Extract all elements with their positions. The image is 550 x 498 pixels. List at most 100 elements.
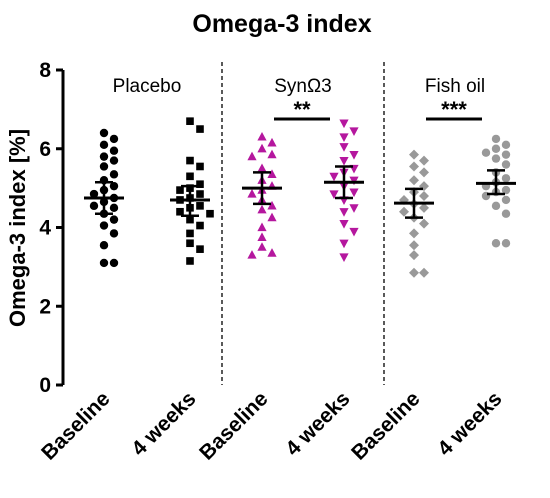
x-tick-label: 4 weeks <box>433 387 506 460</box>
data-point <box>501 150 511 159</box>
data-point <box>196 202 204 210</box>
data-point <box>186 117 194 125</box>
data-point <box>257 131 267 141</box>
data-point <box>339 156 349 166</box>
data-point <box>491 154 501 163</box>
data-point <box>99 162 109 171</box>
data-point <box>349 151 359 160</box>
data-point <box>109 156 119 165</box>
y-tick-label: 4 <box>39 217 51 240</box>
significance-label: *** <box>441 97 467 122</box>
data-point <box>409 267 419 278</box>
data-point <box>419 202 429 213</box>
data-point <box>409 228 419 239</box>
data-point <box>109 146 119 155</box>
data-point <box>196 221 204 230</box>
data-point <box>176 186 184 194</box>
data-point <box>186 229 194 238</box>
data-point <box>186 215 194 224</box>
data-point <box>196 162 204 171</box>
data-point <box>419 267 429 278</box>
data-point <box>186 239 194 248</box>
x-tick-label: Baseline <box>195 387 272 464</box>
data-point <box>247 189 257 198</box>
data-point <box>99 128 109 138</box>
data-points <box>89 117 511 278</box>
data-point <box>109 170 119 179</box>
data-point <box>99 140 109 150</box>
group-label: Fish oil <box>425 76 485 97</box>
group-labels: Placebo SynΩ3 Fish oil <box>113 76 485 97</box>
data-point <box>89 201 99 211</box>
x-tick-label: 4 weeks <box>127 387 200 460</box>
data-point <box>491 134 501 144</box>
data-point <box>409 175 419 186</box>
data-point <box>481 148 491 157</box>
data-point <box>267 212 277 222</box>
data-point <box>109 215 119 224</box>
x-tick-label: Baseline <box>37 387 114 464</box>
data-point <box>109 181 119 191</box>
data-point <box>349 204 359 213</box>
data-point <box>257 163 267 173</box>
data-point <box>349 227 359 237</box>
data-point <box>267 149 277 159</box>
data-point <box>501 209 511 218</box>
y-tick-label: 6 <box>39 138 51 161</box>
group-label: SynΩ3 <box>274 76 332 97</box>
data-point <box>501 174 511 183</box>
data-point <box>109 203 119 213</box>
data-point <box>196 180 204 188</box>
data-point <box>109 229 119 238</box>
data-point <box>399 206 409 217</box>
data-point <box>491 239 501 248</box>
data-point <box>196 245 204 253</box>
data-point <box>257 143 267 153</box>
data-point <box>339 133 349 142</box>
data-point <box>257 242 267 251</box>
data-point <box>99 241 109 250</box>
data-point <box>349 127 359 137</box>
data-point <box>99 221 109 230</box>
data-point <box>196 125 204 133</box>
significance-label: ** <box>293 97 311 122</box>
data-point <box>349 188 359 198</box>
data-point <box>501 140 511 150</box>
x-tick-label: Baseline <box>347 387 424 464</box>
x-tick-label: 4 weeks <box>281 387 354 460</box>
data-point <box>501 160 511 169</box>
group-dividers <box>221 62 385 385</box>
mean-ci-bars <box>84 165 516 219</box>
data-point <box>339 239 349 249</box>
data-point <box>329 190 339 200</box>
data-point <box>99 258 109 268</box>
data-point <box>186 257 194 265</box>
data-point <box>419 167 429 178</box>
data-point <box>339 208 349 217</box>
y-tick-label: 2 <box>39 295 51 318</box>
data-point <box>491 144 501 153</box>
data-point <box>89 189 99 199</box>
data-point <box>206 209 214 218</box>
data-point <box>267 200 277 210</box>
data-point <box>247 250 257 259</box>
data-point <box>99 152 109 161</box>
data-point <box>419 218 429 229</box>
data-point <box>176 207 184 216</box>
significance-brackets: ** *** <box>274 97 482 122</box>
y-axis-label: Omega-3 index [%] <box>5 129 30 327</box>
data-point <box>339 143 349 152</box>
data-point <box>267 169 277 178</box>
chart-title: Omega-3 index <box>192 10 371 38</box>
data-point <box>257 232 267 241</box>
data-point <box>257 222 267 232</box>
data-point <box>257 204 267 214</box>
data-point <box>409 161 419 172</box>
data-point <box>419 191 429 201</box>
data-point <box>501 185 511 195</box>
y-axis: 0 2 4 6 8 <box>39 59 65 397</box>
data-point <box>247 151 257 161</box>
group-label: Placebo <box>113 76 182 97</box>
